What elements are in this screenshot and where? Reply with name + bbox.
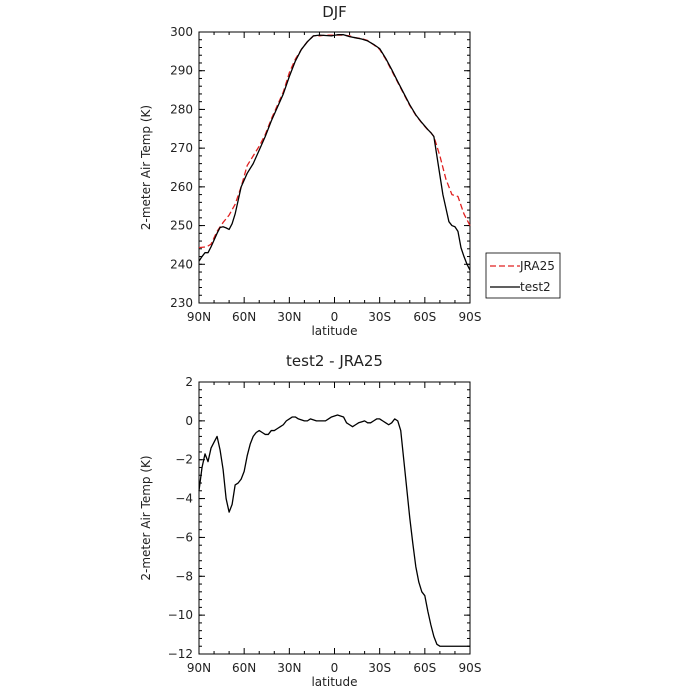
x-tick-label: 90S <box>459 661 482 675</box>
x-tick-label: 60N <box>232 661 256 675</box>
x-tick-label: 30S <box>368 661 391 675</box>
x-tick-label: 90S <box>459 310 482 324</box>
chart-title: test2 - JRA25 <box>286 352 383 370</box>
y-tick-label: 0 <box>185 414 193 428</box>
legend-box <box>485 252 561 299</box>
plot-frame <box>198 381 471 655</box>
legend-label-test2: test2 <box>520 280 551 294</box>
y-tick-label: −6 <box>175 530 193 544</box>
y-tick-label: −10 <box>168 608 193 622</box>
y-tick-label: 250 <box>170 219 193 233</box>
series-line-test2 <box>198 34 471 271</box>
y-tick-label: 290 <box>170 64 193 78</box>
y-tick-label: 230 <box>170 296 193 310</box>
x-tick-label: 90N <box>187 310 211 324</box>
x-tick-label: 60S <box>413 310 436 324</box>
x-tick-label: 0 <box>331 310 339 324</box>
y-tick-label: 240 <box>170 257 193 271</box>
legend-label-jra25: JRA25 <box>519 259 555 273</box>
x-tick-label: 30N <box>277 310 301 324</box>
x-tick-label: 30S <box>368 310 391 324</box>
x-tick-label: 30N <box>277 661 301 675</box>
x-axis-label: latitude <box>311 324 357 338</box>
chart-title: DJF <box>322 3 347 21</box>
x-tick-label: 60S <box>413 661 436 675</box>
y-tick-label: 2 <box>185 375 193 389</box>
plot-frame <box>198 31 471 304</box>
y-axis-label: 2-meter Air Temp (K) <box>139 105 153 230</box>
y-tick-label: −8 <box>175 569 193 583</box>
series-line-diff-0 <box>198 414 470 647</box>
y-tick-label: 270 <box>170 141 193 155</box>
y-tick-label: 300 <box>170 25 193 39</box>
series-line-jra25 <box>198 34 471 249</box>
x-axis-label: latitude <box>311 675 357 689</box>
y-tick-label: 280 <box>170 102 193 116</box>
y-axis-label: 2-meter Air Temp (K) <box>139 455 153 580</box>
y-tick-label: 260 <box>170 180 193 194</box>
x-tick-label: 60N <box>232 310 256 324</box>
y-tick-label: −2 <box>175 453 193 467</box>
x-tick-label: 0 <box>331 661 339 675</box>
y-tick-label: −12 <box>168 647 193 661</box>
x-tick-label: 90N <box>187 661 211 675</box>
y-tick-label: −4 <box>175 492 193 506</box>
